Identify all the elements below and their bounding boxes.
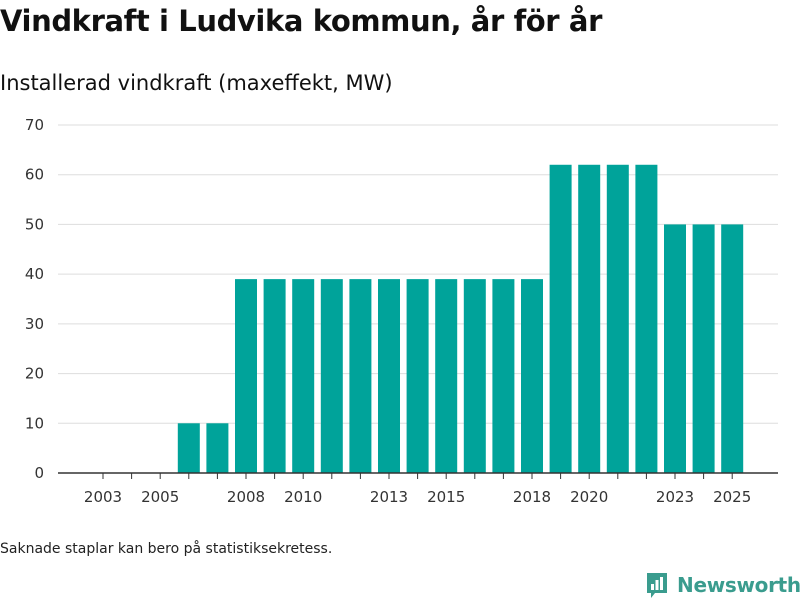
bar <box>492 279 515 473</box>
y-tick-label: 70 <box>25 116 44 134</box>
x-tick-label: 2018 <box>513 488 551 506</box>
bar <box>721 224 744 473</box>
bar <box>692 224 715 473</box>
y-tick-label: 60 <box>25 166 44 184</box>
y-axis-ticks: 0 10 20 30 40 50 60 70 <box>25 116 44 482</box>
bar <box>349 279 372 473</box>
x-tick-label: 2003 <box>84 488 122 506</box>
bar <box>664 224 686 473</box>
newsworthy-logo-icon <box>647 573 667 598</box>
chart-subtitle: Installerad vindkraft (maxeffekt, MW) <box>0 71 393 95</box>
footnote: Saknade staplar kan bero på statistiksek… <box>0 541 333 557</box>
bar <box>463 279 486 473</box>
x-tick-label: 2020 <box>570 488 608 506</box>
bars <box>177 164 744 473</box>
y-tick-label: 20 <box>25 365 44 383</box>
x-tick-label: 2013 <box>370 488 408 506</box>
bar <box>435 279 458 473</box>
y-tick-label: 0 <box>34 464 44 482</box>
bar <box>406 279 429 473</box>
bar <box>378 279 400 473</box>
bar <box>177 423 200 473</box>
bar <box>206 423 229 473</box>
y-tick-label: 30 <box>25 315 44 333</box>
bar <box>549 164 572 473</box>
y-tick-label: 50 <box>25 215 44 233</box>
x-tick-label: 2005 <box>141 488 179 506</box>
brand-name: Newsworthy <box>677 573 800 597</box>
bar <box>263 279 286 473</box>
bar <box>292 279 315 473</box>
x-tick-label: 2015 <box>427 488 465 506</box>
bar <box>521 279 543 473</box>
y-tick-label: 10 <box>25 414 44 432</box>
x-tick-label: 2025 <box>713 488 751 506</box>
newsworthy-logo[interactable]: Newsworthy <box>645 570 800 600</box>
x-tick-label: 2008 <box>227 488 265 506</box>
bar <box>235 279 257 473</box>
bar <box>578 164 601 473</box>
chart-title: Vindkraft i Ludvika kommun, år för år <box>0 4 602 38</box>
bar-chart: 0 10 20 30 40 50 60 70 2003 2005 2008 2010 2013 2015… <box>25 116 778 506</box>
y-tick-label: 40 <box>25 265 44 283</box>
bar <box>320 279 343 473</box>
x-axis-ticks: 2003 2005 2008 2010 2013 2015 2018 2020 2023 2025 <box>84 473 751 506</box>
x-tick-label: 2010 <box>284 488 322 506</box>
bar <box>635 164 658 473</box>
x-tick-label: 2023 <box>656 488 694 506</box>
bar <box>606 164 629 473</box>
